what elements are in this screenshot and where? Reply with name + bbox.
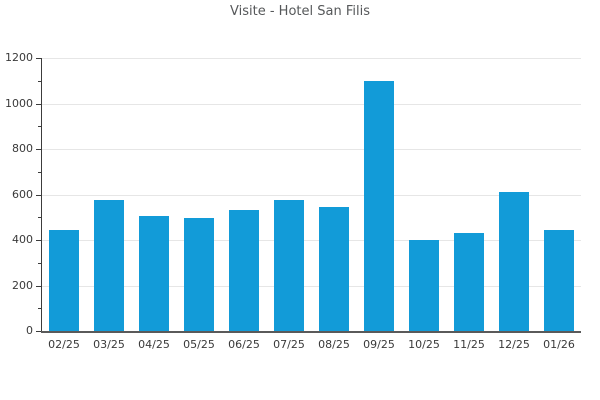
y-tick-minor bbox=[38, 126, 41, 127]
y-tick-major bbox=[36, 195, 41, 196]
y-tick-label: 800 bbox=[12, 142, 33, 155]
y-gridline bbox=[42, 195, 581, 196]
x-tick-label: 08/25 bbox=[318, 338, 350, 351]
y-tick-major bbox=[36, 104, 41, 105]
y-tick-major bbox=[36, 331, 41, 332]
y-gridline bbox=[42, 58, 581, 59]
y-tick-minor bbox=[38, 217, 41, 218]
y-gridline bbox=[42, 149, 581, 150]
x-tick-label: 01/26 bbox=[543, 338, 575, 351]
y-gridline bbox=[42, 240, 581, 241]
bar bbox=[499, 192, 529, 331]
bar bbox=[544, 230, 574, 331]
bar bbox=[274, 200, 304, 331]
x-tick-label: 06/25 bbox=[228, 338, 260, 351]
y-tick-label: 600 bbox=[12, 188, 33, 201]
bar bbox=[319, 207, 349, 331]
x-axis-line bbox=[41, 331, 581, 333]
x-tick-label: 11/25 bbox=[453, 338, 485, 351]
x-tick-label: 05/25 bbox=[183, 338, 215, 351]
y-tick-minor bbox=[38, 263, 41, 264]
bar bbox=[139, 216, 169, 331]
y-tick-minor bbox=[38, 308, 41, 309]
x-tick-label: 12/25 bbox=[498, 338, 530, 351]
chart-title: Visite - Hotel San Filis bbox=[230, 4, 370, 19]
y-axis-line bbox=[41, 58, 42, 332]
y-tick-label: 0 bbox=[26, 324, 33, 337]
y-gridline bbox=[42, 286, 581, 287]
y-tick-major bbox=[36, 240, 41, 241]
x-tick-label: 10/25 bbox=[408, 338, 440, 351]
y-tick-label: 1000 bbox=[5, 97, 33, 110]
y-gridline bbox=[42, 104, 581, 105]
x-tick-label: 03/25 bbox=[93, 338, 125, 351]
x-tick-label: 07/25 bbox=[273, 338, 305, 351]
y-tick-major bbox=[36, 286, 41, 287]
y-tick-major bbox=[36, 58, 41, 59]
bar bbox=[184, 218, 214, 331]
y-tick-label: 200 bbox=[12, 279, 33, 292]
y-tick-label: 400 bbox=[12, 233, 33, 246]
bar bbox=[364, 81, 394, 331]
x-tick-label: 04/25 bbox=[138, 338, 170, 351]
x-tick-label: 09/25 bbox=[363, 338, 395, 351]
x-tick-label: 02/25 bbox=[48, 338, 80, 351]
bar bbox=[229, 210, 259, 331]
y-tick-label: 1200 bbox=[5, 51, 33, 64]
y-tick-minor bbox=[38, 172, 41, 173]
bar bbox=[94, 200, 124, 331]
bar bbox=[409, 240, 439, 331]
y-tick-minor bbox=[38, 81, 41, 82]
bar bbox=[49, 230, 79, 331]
bar bbox=[454, 233, 484, 331]
y-tick-major bbox=[36, 149, 41, 150]
